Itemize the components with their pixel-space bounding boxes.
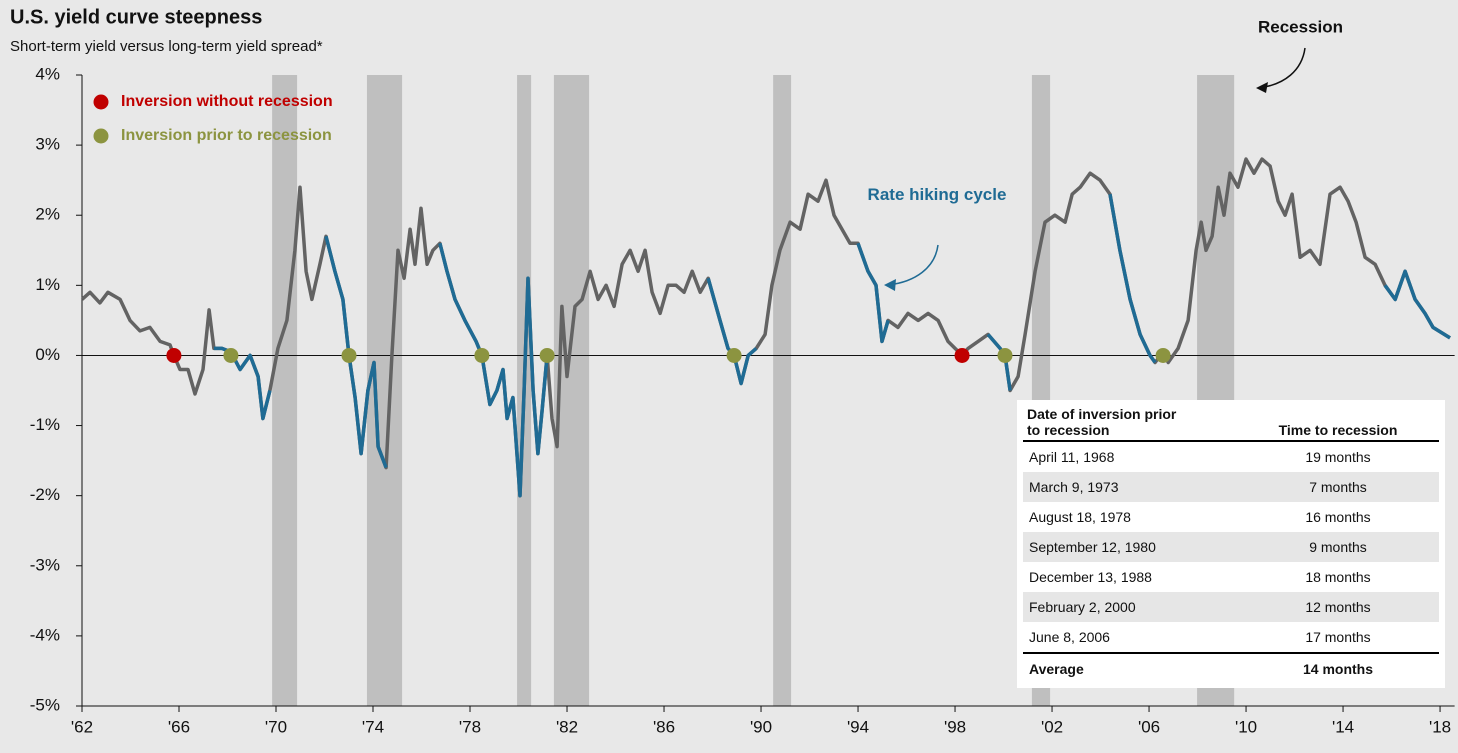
y-tick-label: -5% [30, 695, 60, 714]
y-tick-label: -4% [30, 625, 60, 644]
inversion-dot [474, 347, 490, 363]
inversion-dot [539, 347, 555, 363]
rate-hiking-annotation: Rate hiking cycle [867, 185, 1007, 204]
table-cell: 7 months [1237, 472, 1439, 502]
y-tick-label: 2% [35, 205, 60, 224]
table-panel: Date of inversion prior to recession Time… [1017, 400, 1445, 688]
x-tick-label: '70 [265, 717, 287, 736]
chart-title: U.S. yield curve steepness [10, 6, 262, 28]
annotation-arrow [1257, 47, 1306, 89]
y-tick-label: -3% [30, 555, 60, 574]
recession-band [773, 75, 792, 706]
table-row: December 13, 1988 18 months [1023, 562, 1439, 592]
legend-label: Inversion prior to recession [121, 127, 332, 144]
table-cell: August 18, 1978 [1029, 509, 1131, 525]
x-tick-label: '62 [71, 717, 93, 736]
x-tick-label: '18 [1429, 717, 1451, 736]
x-tick-label: '90 [750, 717, 772, 736]
x-tick-label: '86 [653, 717, 675, 736]
x-tick-label: '14 [1332, 717, 1354, 736]
table-cell: 18 months [1305, 569, 1371, 585]
x-tick-label: '66 [168, 717, 190, 736]
rate-hiking-segment [438, 242, 549, 498]
recession-band [366, 75, 403, 706]
legend-marker [93, 128, 109, 144]
table-row: March 9, 1973 7 months [1023, 472, 1439, 502]
y-tick-label: -2% [30, 485, 60, 504]
inversion-dot [1155, 347, 1171, 363]
y-tick-label: 0% [35, 345, 60, 364]
inversion-dot [726, 347, 742, 363]
recession-annotation: Recession [1258, 17, 1343, 36]
y-tick-label: -1% [30, 415, 60, 434]
table-row: April 11, 1968 19 months [1023, 441, 1439, 472]
inversion-dot [954, 347, 970, 363]
table-row: September 12, 1980 9 months [1023, 532, 1439, 562]
table-footer: Average 14 months [1023, 652, 1439, 684]
recession-band [272, 75, 298, 706]
annotation-arrow [887, 244, 939, 286]
x-tick-label: '74 [362, 717, 384, 736]
rate-hiking-segment [324, 235, 388, 469]
table-cell: 17 months [1305, 629, 1371, 645]
table-cell: 12 months [1237, 592, 1439, 622]
table-cell: 16 months [1305, 509, 1371, 525]
y-tick-label: 3% [35, 135, 60, 154]
table-cell: December 13, 1988 [1029, 569, 1152, 585]
y-tick-label: 4% [35, 64, 60, 83]
rate-hiking-segment [706, 277, 758, 386]
table-cell: March 9, 1973 [1023, 472, 1237, 502]
inversion-dot [166, 347, 182, 363]
column-header: Time to recession [1237, 406, 1439, 442]
arrowhead [1256, 82, 1268, 93]
rate-hiking-segment [856, 242, 890, 344]
x-tick-label: '82 [556, 717, 578, 736]
table-row: June 8, 2006 17 months [1023, 622, 1439, 653]
table-cell: April 11, 1968 [1029, 449, 1115, 465]
table-cell: September 12, 1980 [1023, 532, 1237, 562]
inversion-dot [341, 347, 357, 363]
table-row: February 2, 2000 12 months [1023, 592, 1439, 622]
x-tick-label: '94 [847, 717, 869, 736]
table-cell: Average [1023, 652, 1237, 684]
table-cell: 14 months [1237, 652, 1439, 684]
x-tick-label: '06 [1138, 717, 1160, 736]
spread-line [80, 157, 1451, 498]
table-cell: June 8, 2006 [1029, 629, 1110, 645]
x-tick-label: '10 [1235, 717, 1257, 736]
table-cell: February 2, 2000 [1023, 592, 1237, 622]
arrowhead [884, 279, 896, 291]
rate-hiking-segment [1383, 269, 1451, 340]
legend-label: Inversion without recession [121, 93, 333, 110]
table-header: Date of inversion prior to recession Time… [1023, 406, 1439, 442]
inversion-dot [223, 347, 239, 363]
rate-hiking-segment [213, 346, 272, 421]
legend-marker [93, 94, 109, 110]
y-tick-label: 1% [35, 275, 60, 294]
column-header: Date of inversion prior to recession [1023, 406, 1237, 442]
x-tick-label: '78 [459, 717, 481, 736]
x-tick-label: '02 [1041, 717, 1063, 736]
table: Date of inversion prior to recession Time… [1023, 406, 1439, 684]
table-row: August 18, 1978 16 months [1023, 502, 1439, 532]
table-cell: 9 months [1237, 532, 1439, 562]
x-tick-label: '98 [944, 717, 966, 736]
inversion-dot [997, 347, 1013, 363]
table-cell: 19 months [1305, 449, 1371, 465]
chart-subtitle: Short-term yield versus long-term yield … [10, 38, 323, 55]
rate-hiking-segment [1108, 193, 1157, 364]
